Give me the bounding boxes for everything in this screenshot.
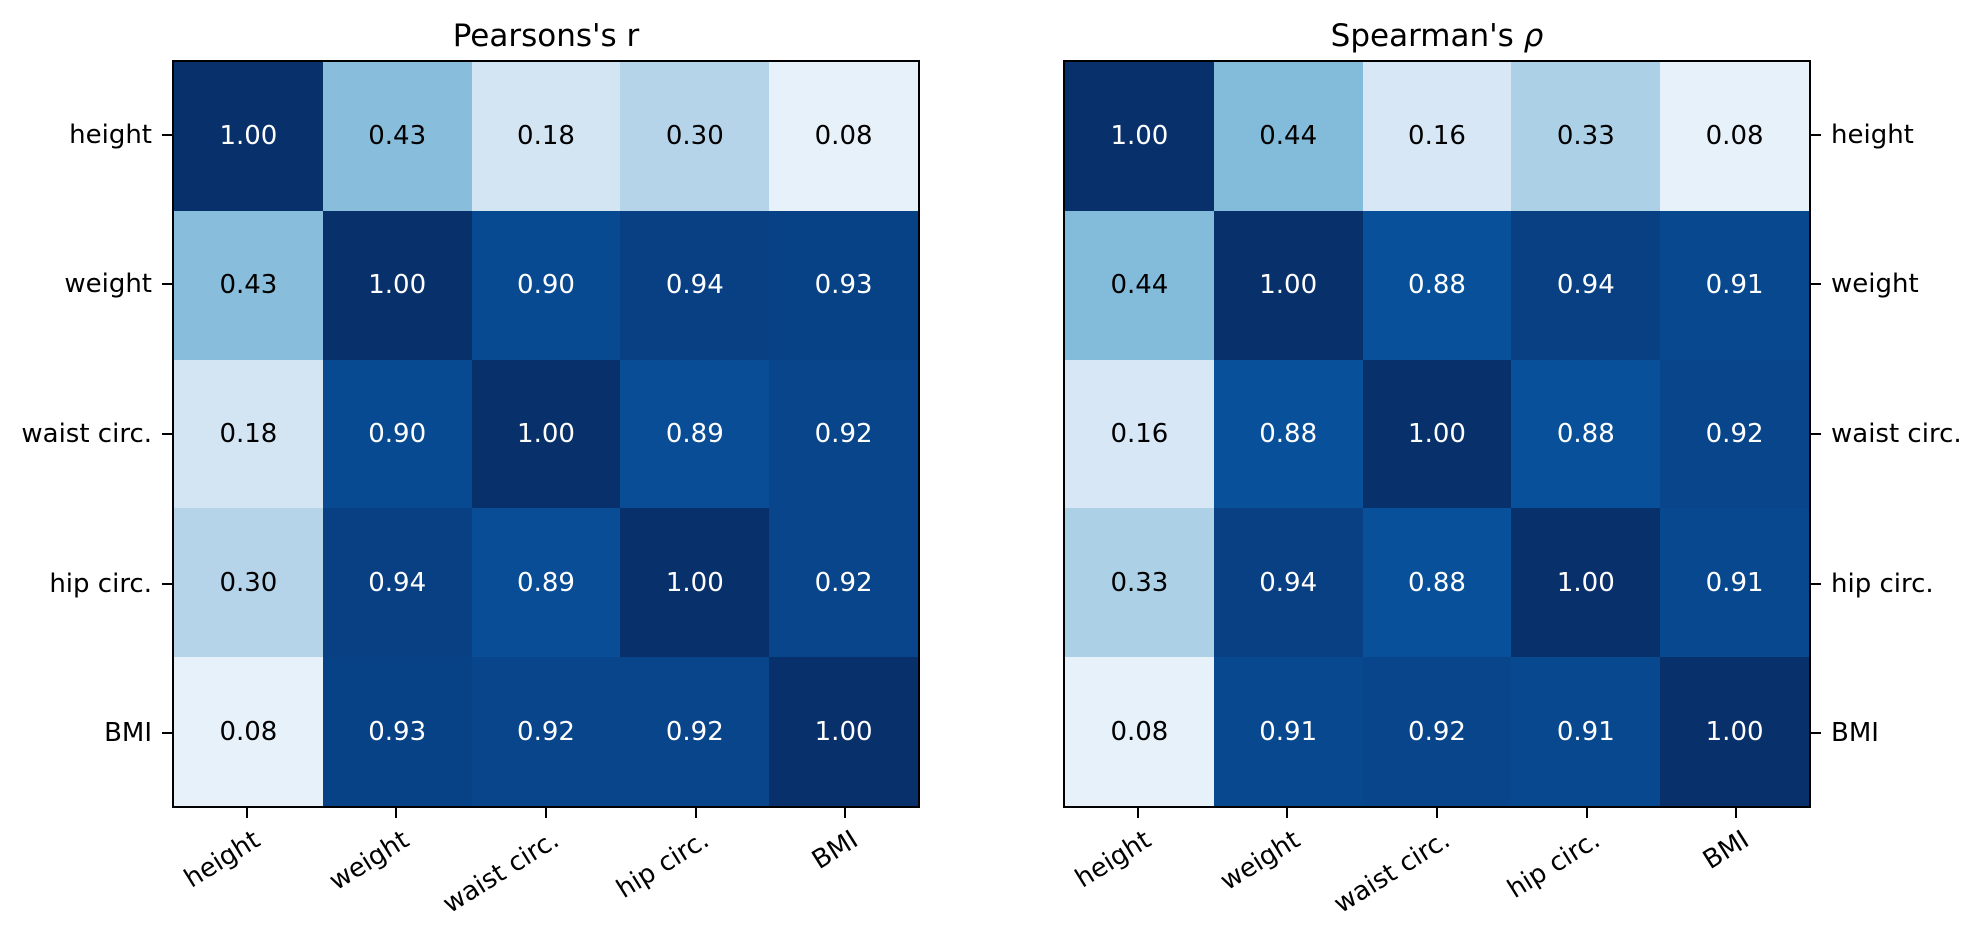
y-tick-mark	[1811, 582, 1821, 585]
heatmap-cell: 0.16	[1362, 62, 1512, 211]
y-tick-mark	[162, 133, 172, 136]
heatmap-cell: 0.90	[471, 210, 621, 360]
x-tick-mark	[844, 808, 847, 818]
heatmap-cell: 1.00	[1213, 210, 1363, 360]
heatmap-cell: 0.18	[471, 62, 621, 211]
x-tick-mark	[545, 808, 547, 818]
heatmap-cell: 1.00	[322, 210, 472, 360]
heatmap-cell: 0.92	[769, 508, 918, 658]
x-tick-mark	[1286, 808, 1289, 818]
y-tick-mark	[162, 283, 172, 286]
heatmap-cell: 0.89	[620, 359, 770, 509]
heatmap-cell: 0.93	[769, 210, 918, 360]
heatmap-cell: 0.89	[471, 508, 621, 658]
heatmap-grid-pearson: 1.00 0.43 0.18 0.30 0.08 0.43 1.00 0.90 0.94 0.93…	[172, 60, 920, 808]
y-tick-label: hip circ.	[1831, 568, 1934, 599]
x-tick-mark	[1136, 808, 1139, 818]
heatmap-cell: 0.90	[322, 359, 472, 509]
heatmap-cell: 0.44	[1213, 62, 1363, 211]
heatmap-cell: 1.00	[174, 62, 323, 211]
heatmap-cell: 1.00	[471, 359, 621, 509]
y-tick-mark	[162, 732, 172, 735]
heatmap-cell: 0.92	[1660, 359, 1809, 509]
heatmap-cell: 0.94	[1213, 508, 1363, 658]
heatmap-cell: 0.88	[1362, 508, 1512, 658]
heatmap-cell: 0.18	[174, 359, 323, 509]
heatmap-cell: 0.88	[1362, 210, 1512, 360]
heatmap-cell: 0.92	[471, 657, 621, 806]
y-tick-label: waist circ.	[21, 419, 152, 449]
heatmap-cell: 1.00	[1660, 657, 1809, 806]
heatmap-grid-spearman: 1.00 0.44 0.16 0.33 0.08 0.44 1.00 0.88 0.94 0.91…	[1063, 60, 1811, 808]
x-tick-mark	[1436, 808, 1438, 818]
heatmap-cell: 0.08	[174, 657, 323, 806]
chart-title-text: Pearsons's r	[452, 18, 640, 54]
heatmap-cell: 0.08	[1065, 657, 1214, 806]
heatmap-cell: 0.93	[322, 657, 472, 806]
heatmap-cell: 0.91	[1660, 508, 1809, 658]
heatmap-cell: 1.00	[769, 657, 918, 806]
y-tick-mark	[1811, 433, 1821, 435]
heatmap-cell: 0.88	[1213, 359, 1363, 509]
heatmap-cell: 0.08	[769, 62, 918, 211]
y-tick-label: weight	[1831, 269, 1919, 300]
x-tick-label: height	[1070, 824, 1157, 895]
heatmap-cell: 0.33	[1511, 62, 1661, 211]
y-tick-label: height	[69, 119, 152, 150]
heatmap-cell: 0.92	[620, 657, 770, 806]
heatmap-cell: 0.30	[620, 62, 770, 211]
heatmap-cell: 0.91	[1213, 657, 1363, 806]
chart-title-pearson: Pearsons's r	[172, 16, 920, 56]
heatmap-cell: 0.94	[620, 210, 770, 360]
x-tick-mark	[1585, 808, 1588, 818]
heatmap-cell: 0.43	[322, 62, 472, 211]
y-tick-label: weight	[64, 269, 152, 300]
y-tick-mark	[1811, 732, 1821, 735]
y-tick-label: height	[1831, 119, 1914, 150]
x-tick-mark	[694, 808, 697, 818]
heatmap-cell: 0.33	[1065, 508, 1214, 658]
heatmap-cell: 0.91	[1511, 657, 1661, 806]
heatmap-cell: 0.30	[174, 508, 323, 658]
chart-title-spearman: Spearman's ρ	[1063, 16, 1811, 56]
x-tick-label: height	[179, 824, 266, 895]
heatmap-cell: 0.16	[1065, 359, 1214, 509]
x-tick-mark	[395, 808, 398, 818]
chart-title-text: Spearman's	[1330, 18, 1524, 54]
heatmap-cell: 1.00	[620, 508, 770, 658]
heatmap-cell: 0.88	[1511, 359, 1661, 509]
y-tick-label: hip circ.	[49, 568, 152, 599]
y-tick-mark	[1811, 133, 1821, 136]
heatmap-cell: 0.08	[1660, 62, 1809, 211]
y-tick-mark	[1811, 283, 1821, 286]
y-tick-mark	[162, 582, 172, 585]
heatmap-cell: 0.44	[1065, 210, 1214, 360]
x-tick-mark	[245, 808, 248, 818]
chart-title-symbol: ρ	[1523, 18, 1544, 54]
heatmap-cell: 0.94	[1511, 210, 1661, 360]
y-tick-label: BMI	[1831, 718, 1879, 749]
x-tick-mark	[1735, 808, 1738, 818]
y-tick-mark	[162, 433, 172, 435]
heatmap-cell: 0.94	[322, 508, 472, 658]
heatmap-cell: 0.92	[769, 359, 918, 509]
heatmap-cell: 1.00	[1362, 359, 1512, 509]
heatmap-cell: 1.00	[1511, 508, 1661, 658]
heatmap-cell: 0.91	[1660, 210, 1809, 360]
y-tick-label: BMI	[104, 718, 152, 749]
heatmap-cell: 0.43	[174, 210, 323, 360]
heatmap-cell: 0.92	[1362, 657, 1512, 806]
y-tick-label: waist circ.	[1831, 419, 1962, 449]
heatmap-cell: 1.00	[1065, 62, 1214, 211]
